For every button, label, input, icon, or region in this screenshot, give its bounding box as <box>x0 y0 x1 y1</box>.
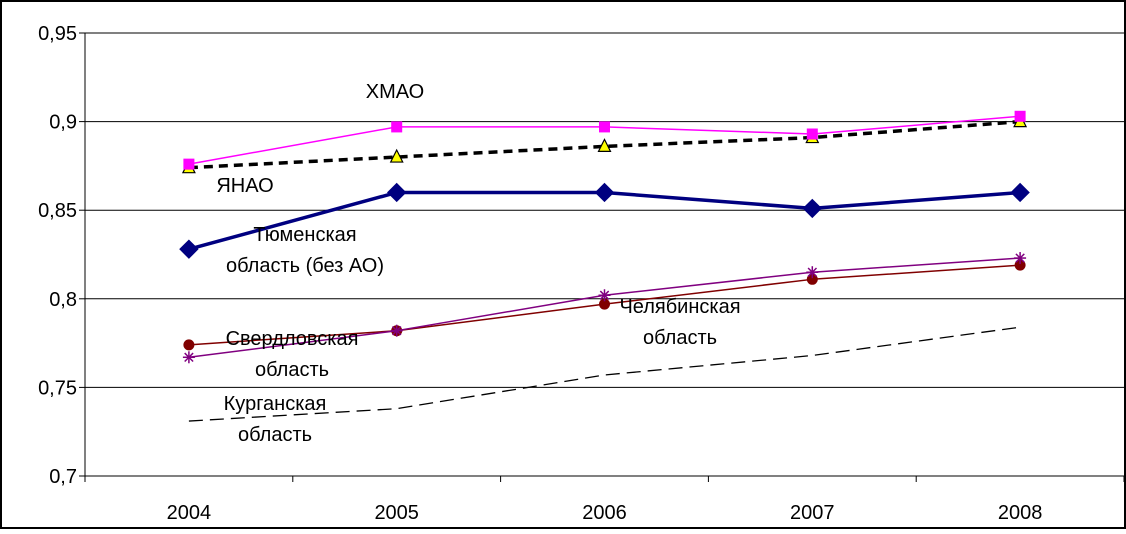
annotation-label-tyumen: область (без АО) <box>226 255 384 277</box>
x-tick-label: 2008 <box>998 502 1043 524</box>
series-line-kurgan <box>188 326 1021 422</box>
annotation-label-chelyabinsk: область <box>643 327 717 349</box>
data-point-sverdlovsk <box>183 339 195 351</box>
data-point-khmao <box>1014 110 1026 122</box>
annotations: ХМАО ЯНАО Тюменская область (без АО) Челябин… <box>216 81 740 446</box>
series-line-yanao <box>188 119 1021 170</box>
annotation-label-tyumen: Тюменская <box>253 224 356 246</box>
annotation-label-khmao: ХМАО <box>366 81 424 103</box>
y-tick-label: 0,75 <box>38 377 77 399</box>
data-point-khmao <box>599 121 610 133</box>
series-tyumen <box>179 182 1030 259</box>
annotation-label-chelyabinsk: Челябинская <box>619 296 740 318</box>
y-tick-label: 0,85 <box>38 200 77 222</box>
data-point-khmao <box>183 158 195 170</box>
series-lines <box>179 110 1030 422</box>
data-point-chelyabinsk <box>598 289 611 302</box>
data-point-tyumen <box>179 239 199 259</box>
y-tick-label: 0,9 <box>49 112 77 134</box>
data-point-chelyabinsk <box>390 324 403 337</box>
y-tick-label: 0,7 <box>49 466 77 488</box>
data-point-yanao <box>597 138 612 153</box>
annotation-label-kurgan: область <box>238 424 312 446</box>
data-point-tyumen <box>594 182 615 203</box>
data-point-tyumen <box>802 198 823 219</box>
series-khmao <box>183 110 1026 170</box>
data-point-khmao <box>391 121 403 133</box>
y-tick-label: 0,95 <box>38 23 77 45</box>
data-point-khmao <box>806 128 818 140</box>
x-tick-label: 2005 <box>374 502 419 524</box>
data-point-yanao <box>389 148 404 163</box>
annotation-label-sverdlovsk: Свердловская <box>226 328 359 350</box>
data-point-tyumen <box>386 182 407 203</box>
data-point-chelyabinsk <box>1014 252 1027 265</box>
series-kurgan <box>188 326 1021 422</box>
data-point-tyumen <box>1010 182 1030 203</box>
y-tick-label: 0,8 <box>49 289 77 311</box>
annotation-label-sverdlovsk: область <box>255 359 329 381</box>
series-chelyabinsk <box>182 252 1027 364</box>
data-point-chelyabinsk <box>806 266 819 279</box>
annotation-label-kurgan: Курганская <box>224 393 327 415</box>
axes: 0,7 0,75 0,8 0,85 0,9 0,95 2004 2005 2006 2007 200… <box>38 23 1125 524</box>
x-tick-label: 2007 <box>790 502 835 524</box>
annotation-label-yanao: ЯНАО <box>216 175 273 197</box>
x-tick-label: 2004 <box>167 502 212 524</box>
data-point-chelyabinsk <box>182 351 195 364</box>
x-tick-label: 2006 <box>582 502 627 524</box>
